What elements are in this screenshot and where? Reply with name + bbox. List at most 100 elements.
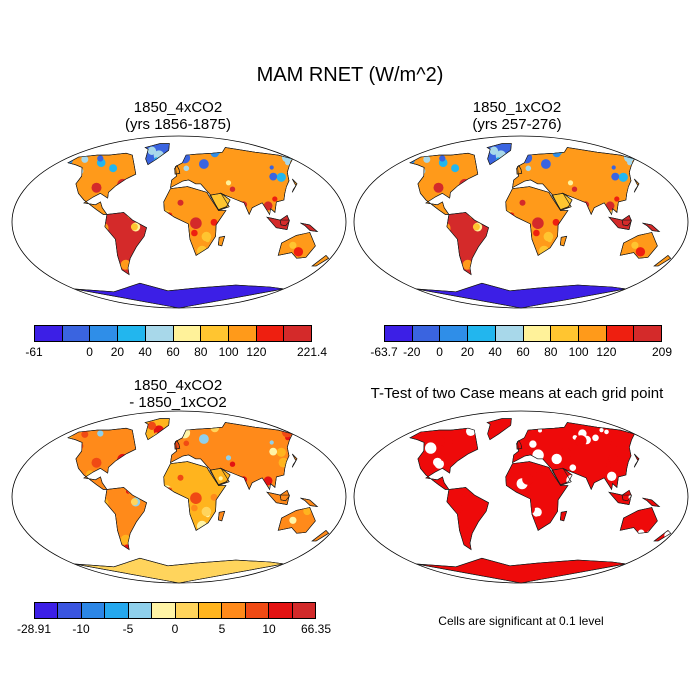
field-cell — [551, 453, 562, 465]
colorbar-tick-label: 66.35 — [300, 622, 332, 636]
field-cell — [269, 440, 274, 445]
field-cell — [190, 217, 202, 229]
field-cell — [543, 231, 554, 242]
colorbar-tick-label: 10 — [262, 622, 276, 636]
field-cell — [191, 504, 198, 512]
coastline-greenland — [144, 418, 170, 441]
field-cell — [519, 199, 526, 206]
coastline-arabia — [551, 192, 573, 210]
colorbar-cell — [256, 326, 285, 341]
coastline-nz — [311, 254, 330, 267]
colorbar-cell — [201, 326, 229, 341]
coastline-uk — [174, 440, 181, 450]
field-cell — [190, 492, 202, 504]
colorbar-tick-label: 0 — [171, 622, 179, 636]
coastline-northAmerica — [409, 152, 479, 215]
field-cell — [229, 186, 236, 192]
field-cell — [472, 223, 480, 231]
field-cell — [538, 428, 542, 433]
colorbar-cell — [578, 326, 607, 341]
coastline-australia — [619, 232, 658, 259]
colorbar-cell — [412, 326, 441, 341]
coastline-newGuinea — [300, 222, 319, 233]
colorbar-cell — [173, 326, 202, 341]
field-cell — [263, 476, 273, 486]
field-cell — [575, 435, 587, 447]
coastline-arabia — [209, 467, 231, 485]
field-cell — [130, 498, 138, 506]
field-cell — [289, 516, 297, 524]
field-cell — [177, 199, 184, 206]
colorbar-cell — [62, 326, 91, 341]
panel-title-top-right: 1850_1xCO2 (yrs 257-276) — [352, 99, 682, 133]
field-cell — [276, 172, 286, 182]
field-cell — [604, 429, 609, 435]
coastline-northAmerica — [409, 427, 479, 490]
colorbar-cell — [105, 603, 129, 618]
coastline-greenland — [486, 418, 512, 441]
coastlines — [67, 143, 330, 309]
field-cell — [269, 447, 278, 456]
colorbar-tick-label: 20 — [110, 345, 125, 359]
colorbar-tick-label: 209 — [651, 345, 673, 359]
coastline-borneo — [621, 214, 632, 227]
field-cell — [541, 159, 551, 169]
field-cell — [606, 462, 612, 469]
colorbar-cell — [606, 326, 635, 341]
field-cell — [607, 471, 617, 481]
field-cell — [525, 165, 532, 172]
coastline-uk — [516, 440, 523, 450]
coastline-madagascar — [217, 510, 226, 522]
field-cell — [560, 201, 565, 206]
field-cell — [534, 465, 544, 474]
colorbar-1xco2: -63.7 -20 0 20 40 60 80 100 120 209 — [370, 325, 672, 359]
colorbar-cell — [468, 326, 496, 341]
field-cell — [559, 447, 572, 460]
field-cell — [201, 231, 212, 242]
coastline-australia — [277, 507, 316, 534]
coastline-africa — [163, 186, 227, 256]
field-cell — [426, 465, 435, 474]
field-cell — [218, 476, 223, 481]
coastline-australia — [619, 507, 658, 534]
rnet-map-4xco2 — [11, 135, 347, 309]
field-cell — [434, 435, 446, 446]
field-cell — [210, 218, 218, 226]
colorbar-cell — [222, 603, 246, 618]
rnet-difference-map — [11, 410, 347, 584]
colorbar-cell — [292, 603, 316, 618]
coastline-newGuinea — [642, 222, 661, 233]
field-cell — [635, 247, 646, 257]
colorbar-tick-label: -5 — [122, 622, 134, 636]
field-cell — [177, 474, 184, 481]
field-cell — [608, 453, 619, 464]
ttest-significance-map — [353, 410, 689, 584]
field-cell — [269, 165, 274, 170]
map-boundary — [11, 135, 347, 309]
field-cell — [263, 201, 273, 211]
colorbar-cell — [90, 326, 119, 341]
coastline-northAmerica — [67, 152, 137, 215]
colorbar-tick-label: 120 — [246, 345, 267, 359]
field-cell — [272, 471, 278, 477]
field-cell — [611, 165, 616, 170]
field-cell — [522, 473, 534, 485]
coastline-madagascar — [217, 235, 226, 247]
panel-title-top-left: 1850_4xCO2 (yrs 1856-1875) — [13, 99, 343, 133]
panel-title-line1: 1850_4xCO2 — [133, 377, 223, 394]
coastline-greenland — [144, 143, 170, 166]
field-cell — [218, 201, 223, 206]
coastline-borneo — [621, 489, 632, 502]
coastline-southAmerica — [104, 487, 147, 551]
colorbar-tick-label: 80 — [194, 345, 208, 359]
colorbar-tick-label: -63.7 — [370, 345, 398, 359]
field-cell — [205, 493, 212, 499]
field-cell — [419, 456, 427, 464]
coastline-australia — [277, 232, 316, 259]
colorbar-tick-label: -10 — [72, 622, 90, 636]
colorbar-cell — [495, 326, 524, 341]
panel-title-line1: 1850_4xCO2 — [133, 99, 223, 116]
colorbar-tick-label: 100 — [218, 345, 239, 359]
field-cell — [147, 421, 157, 430]
map-boundary — [353, 135, 689, 309]
